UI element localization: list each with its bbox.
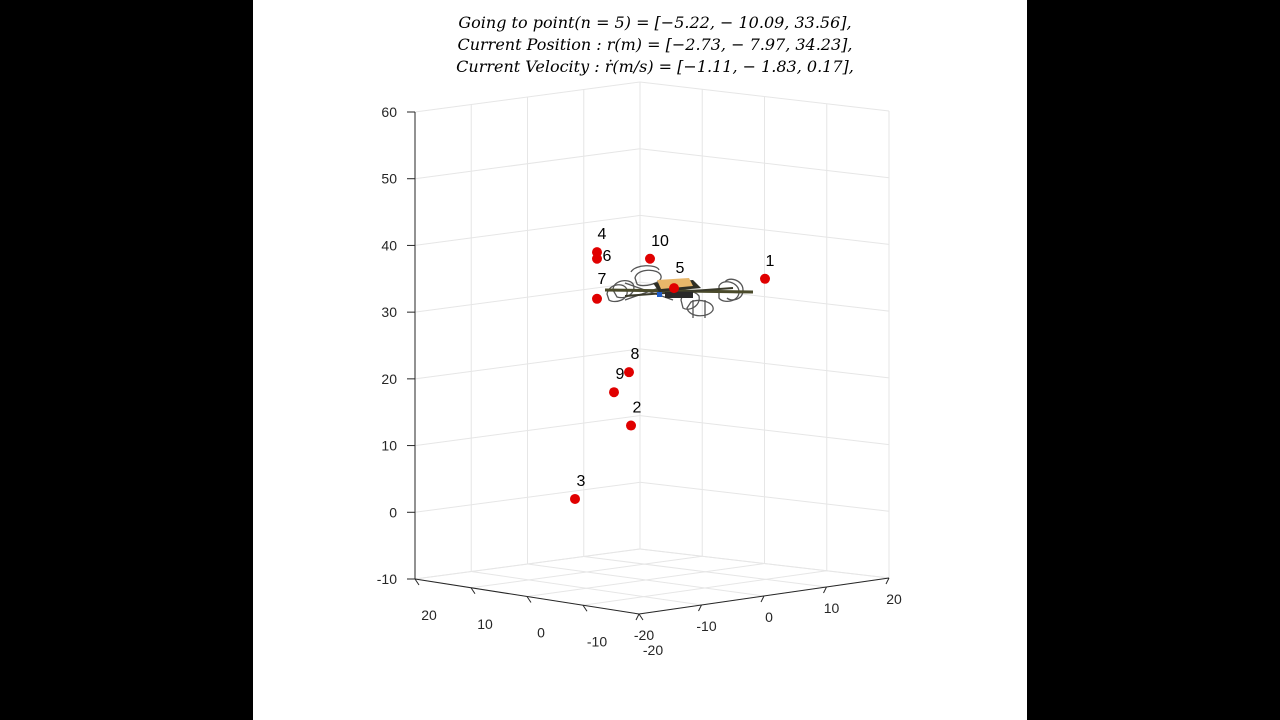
plot-3d[interactable]: Going to point(n = 5) = [−5.22, − 10.09,… [253, 0, 1027, 720]
grid-line [639, 481, 890, 512]
x-tick-label: -10 [696, 618, 716, 634]
x-axis-ticks: -20 -10 0 10 20 [634, 577, 902, 643]
title-line-target: Going to point(n = 5) = [−5.22, − 10.09,… [458, 13, 851, 32]
waypoint-1 [760, 273, 770, 284]
y-tick-label: 0 [537, 625, 545, 641]
axis-lines [414, 112, 890, 615]
waypoint-8 [624, 367, 634, 378]
grid-line [414, 214, 641, 246]
waypoint-label-7: 7 [598, 271, 607, 288]
waypoint-label-8: 8 [631, 346, 640, 363]
grid-line [414, 348, 641, 380]
z-tick-label: 60 [381, 104, 397, 120]
y-tick-label: 10 [477, 616, 493, 632]
z-tick-label: 10 [381, 438, 397, 454]
grid-floor [414, 548, 890, 615]
grid-line [639, 548, 890, 579]
title-line-velocity: Current Velocity : ṙ(m/s) = [−1.11, − 1.… [456, 57, 854, 76]
waypoint-markers: 1 2 3 4 5 6 7 89 10 [570, 226, 775, 504]
grid-line [414, 81, 641, 113]
waypoint-10 [645, 253, 655, 264]
y-tick-label: -20 [643, 642, 663, 658]
grid-back-right-wall [639, 81, 890, 579]
waypoint-label-3: 3 [577, 473, 586, 490]
x-tick-label: 10 [824, 600, 840, 616]
waypoint-6 [592, 253, 602, 264]
y-tick-label: -10 [587, 633, 607, 649]
waypoint-label-6: 6 [603, 248, 612, 265]
z-tick-label: 20 [381, 371, 397, 387]
y-tick-label: 20 [421, 607, 437, 623]
grid-line [414, 415, 641, 447]
grid-line [414, 281, 641, 313]
z-tick-label: -10 [377, 571, 397, 587]
waypoint-label-1: 1 [766, 253, 775, 270]
z-axis-ticks: 60 50 40 30 20 10 0 -10 [377, 104, 415, 587]
waypoint-9 [609, 387, 619, 398]
z-tick-label: 50 [381, 171, 397, 187]
x-tick-mark [635, 613, 640, 621]
y-axis-ticks: 20 10 0 -10 -20 [414, 578, 663, 658]
grid-line [639, 81, 890, 112]
z-tick-label: 40 [381, 237, 397, 253]
grid-back-left-wall [414, 81, 641, 580]
grid-line [583, 556, 827, 588]
grid-line [639, 214, 890, 245]
y-tick-mark [470, 587, 476, 595]
title-line-position: Current Position : r(m) = [−2.73, − 7.97… [457, 35, 852, 54]
x-tick-label: 20 [886, 591, 902, 607]
waypoint-3 [570, 493, 580, 504]
y-tick-mark [414, 578, 420, 586]
x-tick-mark [823, 586, 827, 594]
x-tick-mark [760, 595, 765, 603]
x-tick-mark [698, 604, 702, 612]
grid-line [414, 481, 641, 513]
grid-line [527, 563, 765, 597]
waypoint-7 [592, 293, 602, 304]
z-tick-label: 0 [389, 504, 397, 520]
waypoint-5 [669, 283, 679, 294]
y-tick-mark [638, 613, 644, 621]
waypoint-2 [626, 420, 636, 431]
grid-line [639, 415, 890, 446]
grid-line [639, 148, 890, 179]
chart-title: Going to point(n = 5) = [−5.22, − 10.09,… [456, 13, 854, 76]
waypoint-label-5: 5 [676, 260, 685, 277]
waypoint-label-9: 9 [616, 366, 625, 383]
grid-line [582, 570, 827, 606]
grid-line [414, 148, 641, 180]
grid-line [639, 348, 890, 379]
waypoint-label-2: 2 [633, 400, 642, 417]
y-tick-mark [526, 596, 532, 603]
x-tick-label: 0 [765, 609, 773, 625]
x-tick-mark [885, 577, 890, 585]
waypoint-label-10: 10 [651, 233, 669, 250]
x-tick-label: -20 [634, 627, 654, 643]
figure-canvas: Going to point(n = 5) = [−5.22, − 10.09,… [253, 0, 1027, 720]
z-tick-label: 30 [381, 304, 397, 320]
y-tick-mark [582, 604, 588, 612]
waypoint-label-4: 4 [598, 226, 607, 243]
